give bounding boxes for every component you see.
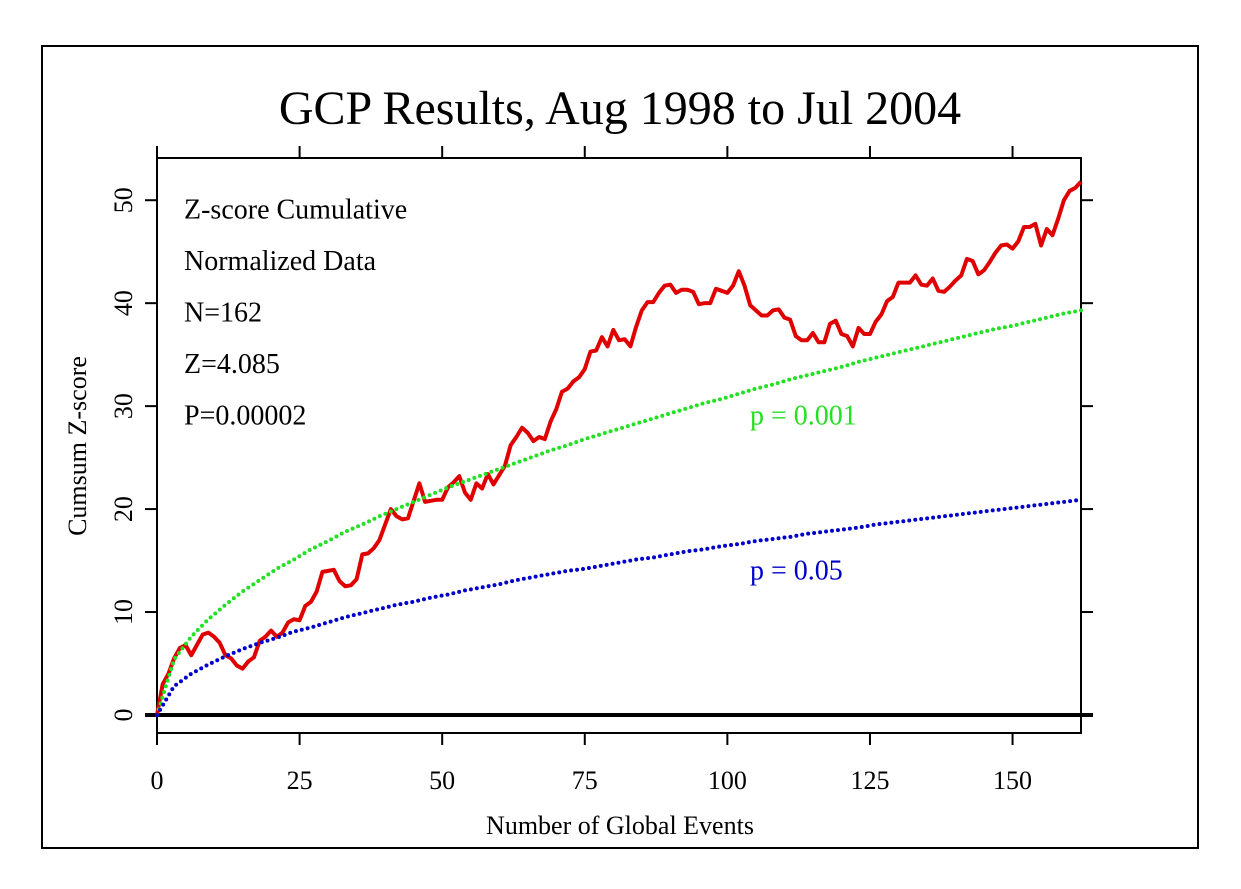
annotation: Z-score Cumulative [184, 194, 407, 225]
annotation: N=162 [184, 297, 262, 328]
series-line [155, 180, 1083, 716]
x-tick-label: 100 [708, 766, 747, 795]
y-tick-label: 50 [109, 187, 138, 213]
x-tick-label: 125 [850, 766, 889, 795]
series-label: p = 0.001 [750, 400, 857, 431]
plot-area [156, 157, 1082, 734]
chart-title: GCP Results, Aug 1998 to Jul 2004 [279, 82, 961, 135]
x-tick-label: 25 [287, 766, 313, 795]
frame [41, 45, 1199, 849]
series-line [155, 497, 1083, 717]
y-tick-label: 0 [109, 708, 138, 721]
series-label: p = 0.05 [750, 555, 843, 586]
y-tick-label: 40 [109, 290, 138, 316]
annotation: P=0.00002 [184, 400, 306, 431]
annotation: Normalized Data [184, 246, 377, 277]
y-tick-label: 30 [109, 393, 138, 419]
x-tick-label: 75 [572, 766, 598, 795]
x-tick-label: 50 [429, 766, 455, 795]
x-axis-label: Number of Global Events [486, 811, 754, 840]
y-axis-label: Cumsum Z-score [63, 356, 92, 536]
x-tick-label: 150 [993, 766, 1032, 795]
series-line [155, 308, 1083, 717]
x-tick-label: 0 [151, 766, 164, 795]
y-tick-label: 10 [109, 599, 138, 625]
annotation: Z=4.085 [184, 349, 280, 380]
y-tick-label: 20 [109, 496, 138, 522]
